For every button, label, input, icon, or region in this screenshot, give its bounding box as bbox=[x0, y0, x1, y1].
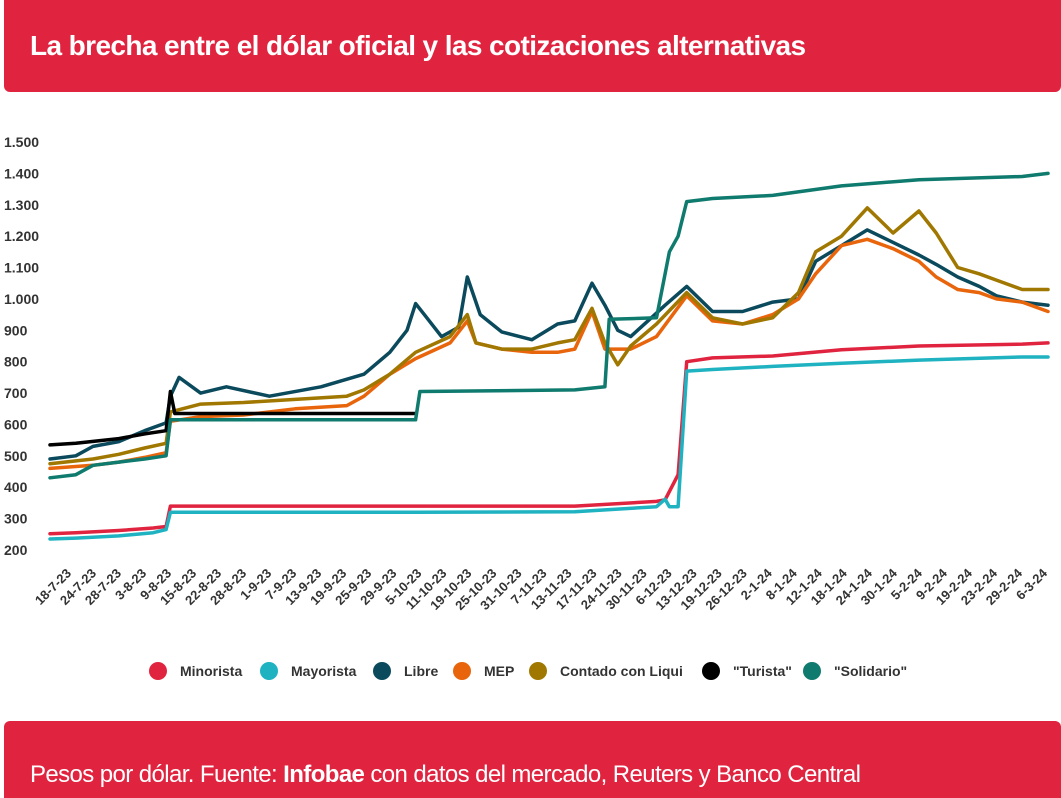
source-name: Infobae bbox=[283, 761, 365, 788]
series-line-libre bbox=[48, 228, 1050, 461]
series-line-mayorista bbox=[48, 355, 1050, 541]
legend-label-contado-con-liqui: Contado con Liqui bbox=[560, 663, 683, 679]
legend-label-mayorista: Mayorista bbox=[291, 663, 357, 679]
legend-label-turista: "Turista" bbox=[733, 663, 792, 679]
y-tick-label: 900 bbox=[4, 322, 28, 338]
series-line-minorista bbox=[48, 341, 1050, 536]
y-tick-label: 600 bbox=[4, 416, 28, 432]
y-tick-label: 1.100 bbox=[4, 260, 39, 276]
legend-marker-mayorista bbox=[260, 662, 278, 680]
legend-marker-mep bbox=[453, 662, 471, 680]
legend-label-solidario: "Solidario" bbox=[834, 663, 907, 679]
y-tick-label: 1.500 bbox=[4, 134, 39, 150]
legend-label-libre: Libre bbox=[404, 663, 438, 679]
series-lines bbox=[48, 171, 1050, 541]
y-tick-label: 200 bbox=[4, 542, 28, 558]
source-prefix: Pesos por dólar. Fuente: bbox=[30, 761, 284, 788]
page-title: La brecha entre el dólar oficial y las c… bbox=[30, 30, 806, 61]
legend: Minorista Mayorista Libre MEP Contado con Li… bbox=[149, 662, 907, 680]
legend-marker-solidario bbox=[803, 662, 821, 680]
series-line-solidario bbox=[48, 171, 1050, 480]
series-line-mep bbox=[48, 237, 1050, 471]
legend-marker-libre bbox=[373, 662, 391, 680]
y-tick-label: 1.200 bbox=[4, 228, 39, 244]
source-note: Pesos por dólar. Fuente: Infobae con dat… bbox=[30, 761, 861, 789]
y-tick-label: 500 bbox=[4, 448, 28, 464]
y-tick-label: 1.300 bbox=[4, 197, 39, 213]
legend-label-minorista: Minorista bbox=[180, 663, 242, 679]
series-line-contado-con-liqui bbox=[48, 206, 1050, 466]
header-banner: La brecha entre el dólar oficial y las c… bbox=[4, 0, 1061, 92]
legend-label-mep: MEP bbox=[484, 663, 514, 679]
y-tick-label: 1.400 bbox=[4, 165, 39, 181]
legend-marker-minorista bbox=[149, 662, 167, 680]
source-suffix: con datos del mercado, Reuters y Banco C… bbox=[364, 761, 861, 788]
y-tick-label: 700 bbox=[4, 385, 28, 401]
legend-marker-turista bbox=[702, 662, 720, 680]
y-tick-label: 1.000 bbox=[4, 291, 39, 307]
legend-marker-contado-con-liqui bbox=[529, 662, 547, 680]
y-tick-label: 400 bbox=[4, 479, 28, 495]
y-tick-label: 800 bbox=[4, 354, 28, 370]
footer-banner: Pesos por dólar. Fuente: Infobae con dat… bbox=[4, 721, 1061, 798]
line-chart: 200 300 400 500 600 700 800 900 1.000 1.100 1.200 1… bbox=[4, 134, 1051, 680]
x-axis: 18-7-2324-7-2328-7-233-8-239-8-2315-8-23… bbox=[32, 565, 1051, 613]
y-axis: 200 300 400 500 600 700 800 900 1.000 1.100 1.200 1… bbox=[4, 134, 39, 558]
y-tick-label: 300 bbox=[4, 511, 28, 527]
series-line-turista bbox=[48, 389, 418, 447]
